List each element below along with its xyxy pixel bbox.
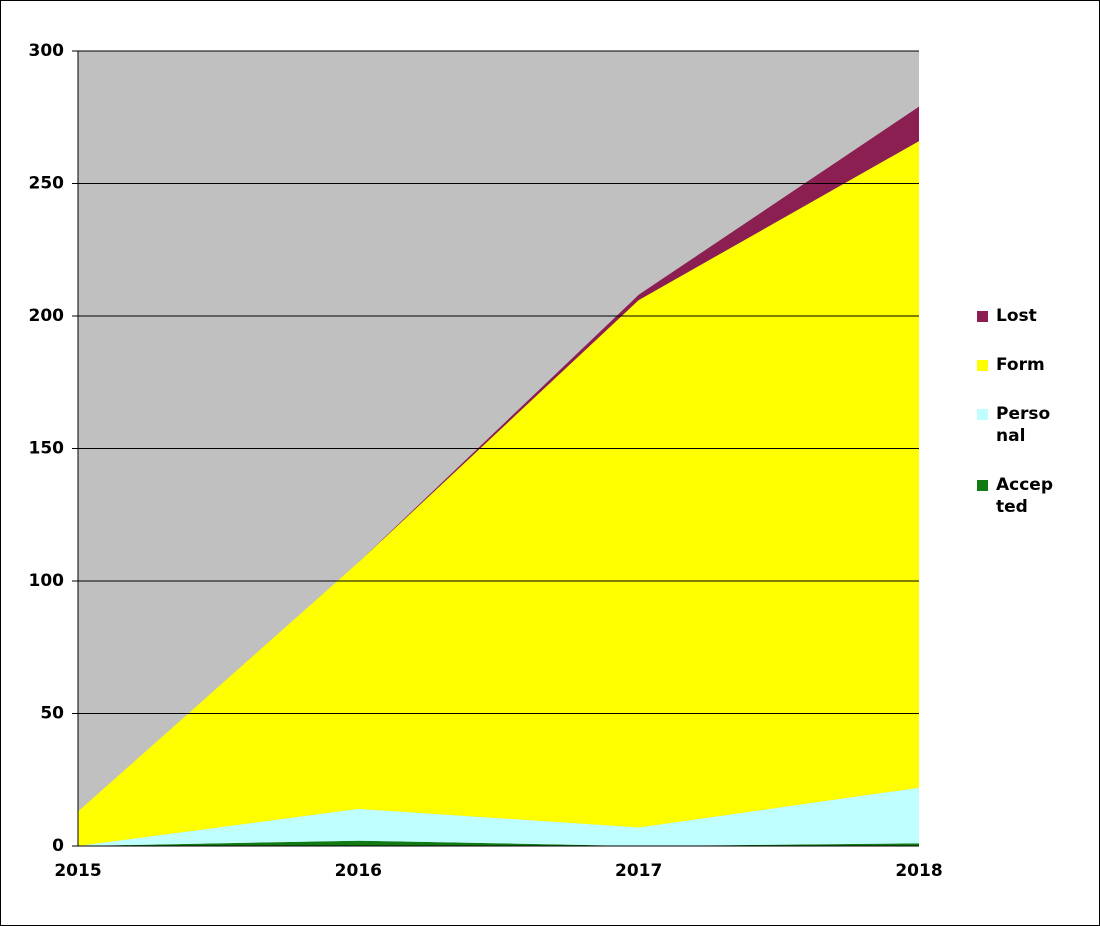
area <box>78 106 919 812</box>
legend-item: Form <box>977 354 1061 376</box>
x-tick-label: 2015 <box>54 861 101 881</box>
area <box>78 840 919 846</box>
legend-label: Form <box>996 355 1045 375</box>
area <box>78 787 919 846</box>
x-tick-label: 2018 <box>895 861 942 881</box>
y-tick-label: 0 <box>52 836 64 856</box>
x-tick-label: 2017 <box>615 861 662 881</box>
y-tick-label: 50 <box>40 704 64 724</box>
legend-swatch <box>977 311 988 322</box>
y-tick-label: 100 <box>29 571 65 591</box>
legend-item: Accepted <box>977 474 1061 518</box>
legend-label: Accepted <box>996 475 1054 517</box>
legend-swatch <box>977 360 988 371</box>
y-tick-label: 300 <box>29 41 65 61</box>
legend-label: Lost <box>996 306 1037 326</box>
legend-item: Personal <box>977 403 1061 447</box>
y-tick-label: 150 <box>29 439 65 459</box>
legend-label: Personal <box>996 404 1051 446</box>
area <box>78 141 919 847</box>
y-tick-label: 250 <box>29 174 65 194</box>
legend-item: Lost <box>977 305 1061 327</box>
y-tick-label: 200 <box>29 306 65 326</box>
legend-swatch <box>977 480 988 491</box>
legend: Lost Form Personal Accepted <box>977 305 1061 545</box>
legend-swatch <box>977 409 988 420</box>
x-tick-label: 2016 <box>335 861 382 881</box>
